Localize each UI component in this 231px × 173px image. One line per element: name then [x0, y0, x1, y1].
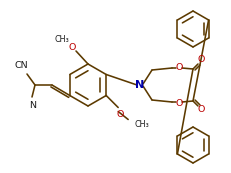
Text: O: O — [197, 56, 205, 65]
Text: CH₃: CH₃ — [55, 35, 69, 44]
Text: O: O — [175, 98, 183, 107]
Text: CN: CN — [14, 61, 28, 71]
Text: O: O — [197, 106, 205, 115]
Text: N: N — [30, 102, 36, 111]
Text: O: O — [116, 110, 124, 119]
Text: CH₃: CH₃ — [134, 120, 149, 129]
Text: N: N — [135, 80, 145, 90]
Text: O: O — [175, 62, 183, 71]
Text: O: O — [68, 43, 76, 52]
